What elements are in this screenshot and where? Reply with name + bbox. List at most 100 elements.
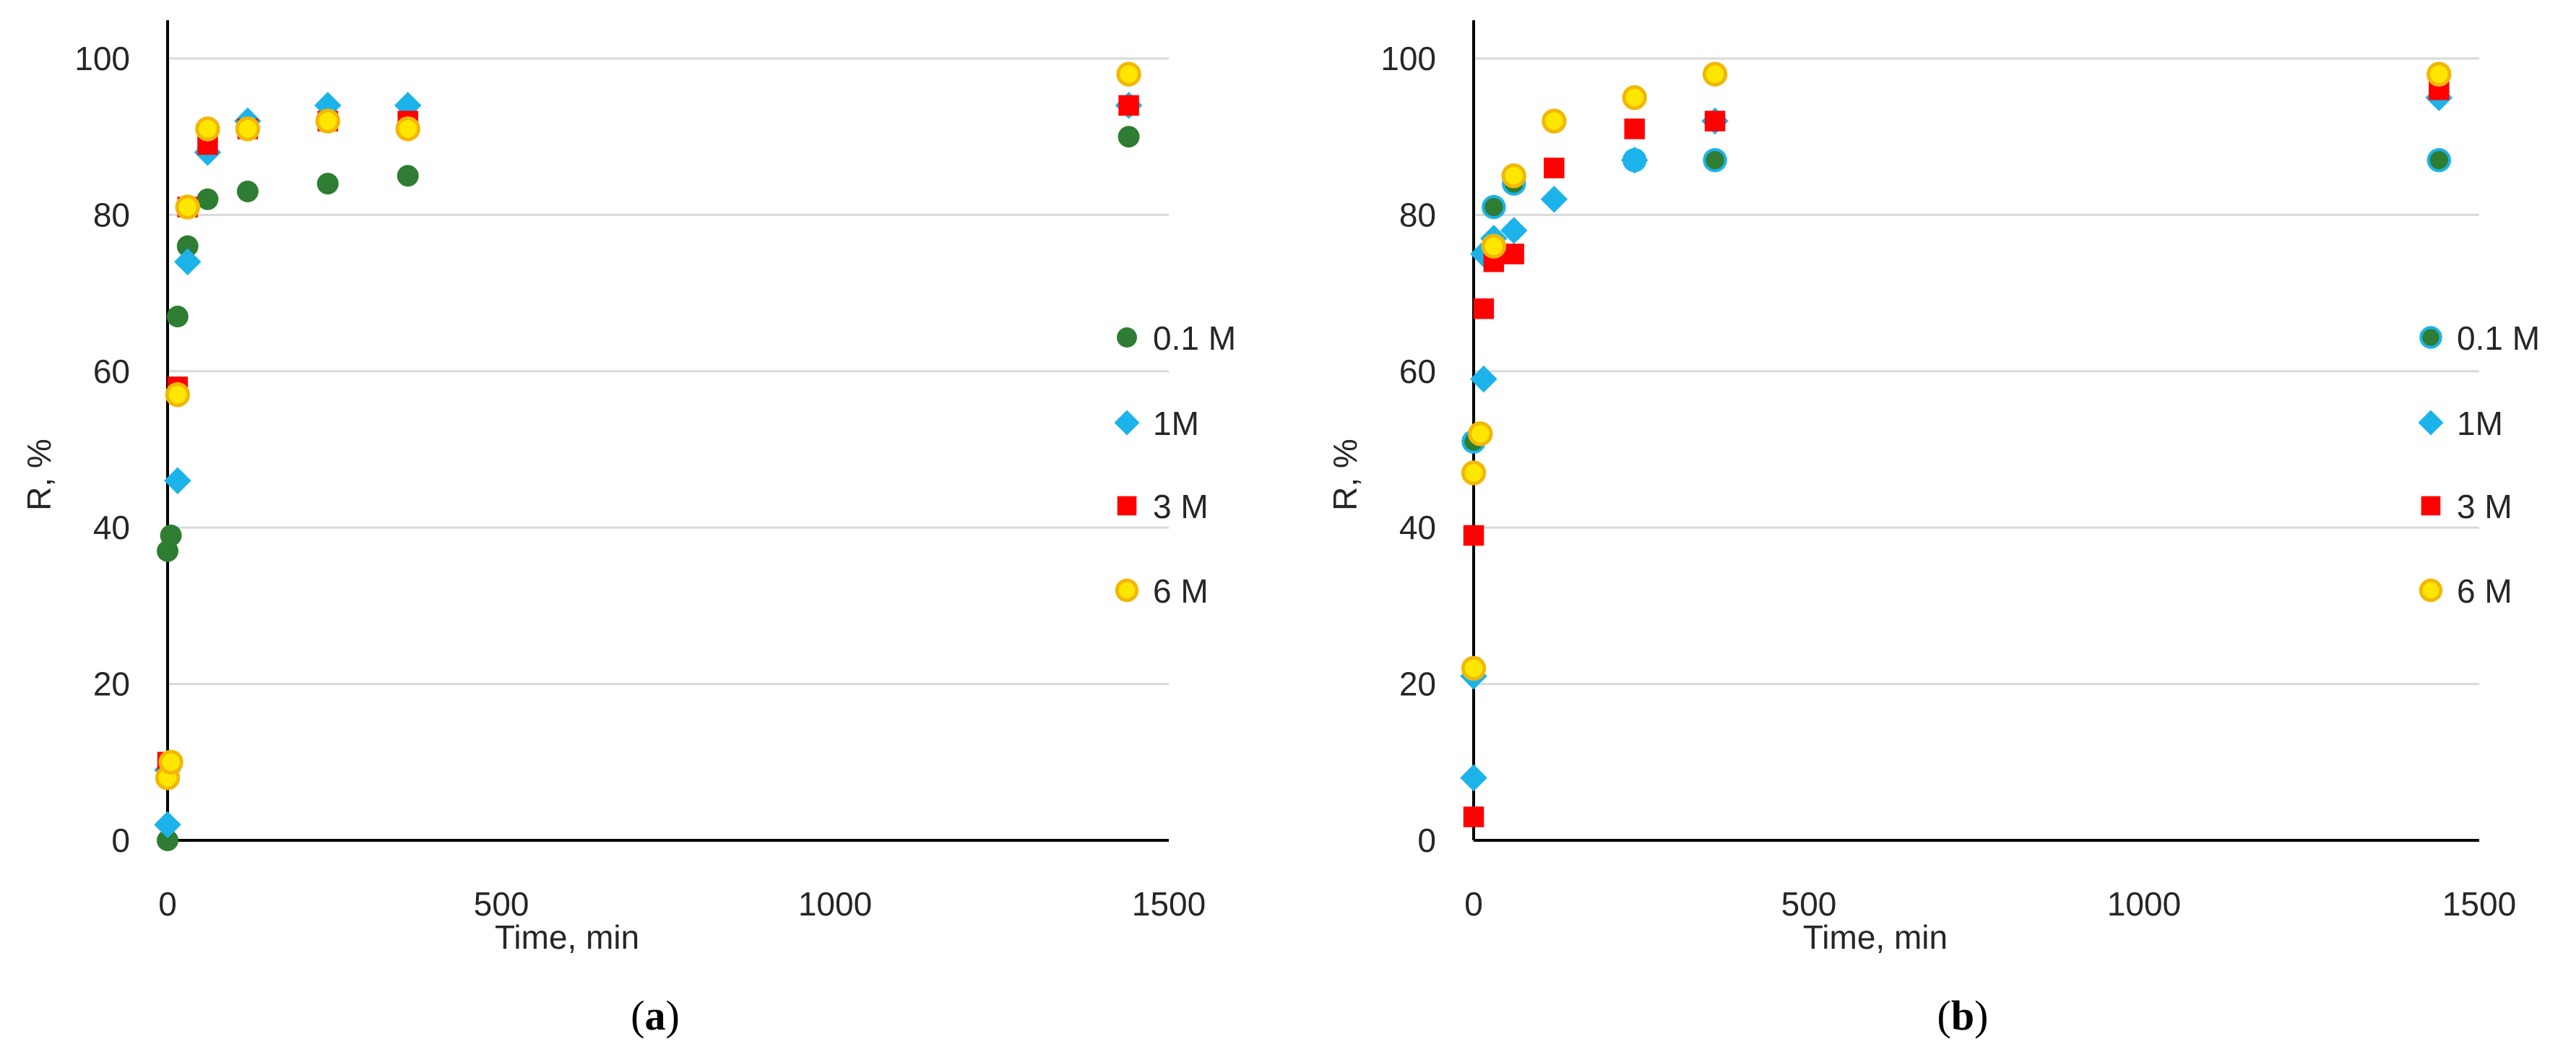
legend-label-3-m: 3 M	[1153, 488, 1209, 525]
caption-open-paren: (	[631, 992, 644, 1039]
data-point-1m	[1540, 186, 1568, 213]
x-axis-title: Time, min	[1803, 918, 1948, 956]
legend-label-1m: 1M	[1153, 405, 1199, 442]
data-point-6-m	[165, 382, 191, 408]
data-point-0-1-m	[1118, 126, 1140, 148]
data-point-6-m	[1116, 61, 1141, 87]
legend-label-3-m: 3 M	[2457, 488, 2512, 525]
x-tick-label: 500	[1781, 885, 1837, 923]
y-tick-label: 20	[1399, 665, 1436, 703]
data-point-6-m	[235, 116, 261, 142]
data-point-0-1-m	[166, 306, 189, 328]
data-point-6-m	[1622, 85, 1647, 111]
legend-label-6-m: 6 M	[2457, 572, 2512, 610]
legend-marker-0-1-m	[1117, 327, 1137, 348]
x-tick-label: 1500	[1132, 885, 1206, 923]
data-point-3-m	[1463, 806, 1484, 827]
series-6-m	[155, 61, 1141, 790]
x-axis-title: Time, min	[495, 918, 639, 956]
y-tick-label: 40	[93, 509, 130, 546]
data-point-6-m	[175, 194, 200, 220]
legend-label-1m: 1M	[2457, 405, 2503, 442]
y-tick-label: 100	[1380, 40, 1436, 77]
data-point-0-1-m	[316, 173, 339, 195]
y-axis-title: R, %	[20, 439, 58, 511]
data-point-6-m	[1542, 108, 1567, 134]
data-point-0-1-m	[1703, 147, 1727, 173]
data-point-1m	[1620, 146, 1648, 174]
series-6-m	[1461, 61, 2452, 681]
series-0-1-m	[157, 126, 1140, 851]
y-tick-label: 40	[1399, 509, 1436, 546]
data-point-1m	[1460, 764, 1487, 792]
caption-a: (a)	[631, 992, 680, 1039]
data-point-3-m	[1473, 298, 1495, 319]
x-tick-label: 0	[1464, 885, 1483, 923]
x-tick-label: 500	[474, 885, 530, 923]
caption-letter: b	[1951, 992, 1974, 1039]
legend-marker-6-m	[1115, 578, 1139, 603]
x-tick-label: 0	[158, 885, 177, 923]
legend: 0.1 M 1M 3 M 6 M	[2418, 319, 2540, 610]
legend-label-6-m: 6 M	[1153, 572, 1209, 610]
data-point-3-m	[1118, 95, 1139, 116]
legend-marker-0-1-m	[2419, 326, 2442, 349]
data-point-0-1-m	[2426, 147, 2452, 173]
data-point-1m	[173, 248, 202, 276]
data-point-3-m	[1624, 119, 1645, 139]
y-tick-label: 100	[74, 40, 130, 77]
legend-marker-3-m	[2421, 496, 2441, 516]
legend-marker-1m	[1114, 410, 1140, 436]
data-point-3-m	[1704, 111, 1726, 132]
caption-close-paren: )	[666, 992, 680, 1039]
caption-open-paren: (	[1937, 992, 1951, 1039]
data-point-6-m	[1501, 163, 1526, 189]
data-point-6-m	[2426, 61, 2452, 87]
data-point-1m	[154, 811, 181, 839]
y-tick-label: 60	[1399, 353, 1436, 390]
series-1m	[154, 92, 1143, 839]
data-point-6-m	[195, 116, 220, 142]
y-tick-label: 20	[93, 665, 130, 703]
x-tick-label: 1000	[798, 885, 872, 923]
y-tick-label: 0	[111, 822, 130, 859]
data-point-3-m	[1544, 158, 1565, 178]
data-point-6-m	[395, 116, 420, 142]
data-point-6-m	[158, 749, 183, 775]
legend-marker-1m	[2418, 410, 2444, 436]
data-point-1m	[1500, 217, 1528, 244]
caption-b: (b)	[1937, 992, 1989, 1039]
series-1m	[1460, 84, 2453, 792]
legend-label-0-1-m: 0.1 M	[1153, 319, 1236, 357]
series-3-m	[157, 95, 1139, 773]
data-point-0-1-m	[236, 180, 259, 202]
data-point-3-m	[1463, 525, 1484, 546]
data-point-0-1-m	[176, 235, 199, 257]
data-point-6-m	[1468, 421, 1493, 447]
data-point-0-1-m	[196, 188, 219, 210]
caption-close-paren: )	[1974, 992, 1988, 1039]
data-point-6-m	[1702, 61, 1728, 87]
series-3-m	[1463, 79, 2450, 827]
legend: 0.1 M 1M 3 M 6 M	[1114, 319, 1236, 610]
data-point-0-1-m	[397, 165, 419, 187]
y-tick-label: 0	[1417, 822, 1436, 859]
data-point-6-m	[315, 108, 340, 134]
y-axis-title: R, %	[1326, 439, 1364, 511]
x-tick-label: 1000	[2107, 885, 2181, 923]
data-point-0-1-m	[1482, 194, 1506, 220]
series-0-1-m	[1461, 147, 2452, 454]
data-point-6-m	[1481, 233, 1507, 259]
legend-marker-6-m	[2419, 578, 2443, 603]
data-point-1m	[164, 467, 191, 495]
data-point-0-1-m	[157, 830, 178, 851]
legend-marker-3-m	[1117, 496, 1137, 516]
y-tick-label: 80	[1399, 196, 1436, 233]
data-point-3-m	[1503, 244, 1524, 264]
data-point-0-1-m	[160, 525, 182, 547]
data-point-1m	[1470, 365, 1497, 393]
y-tick-label: 80	[93, 196, 130, 233]
